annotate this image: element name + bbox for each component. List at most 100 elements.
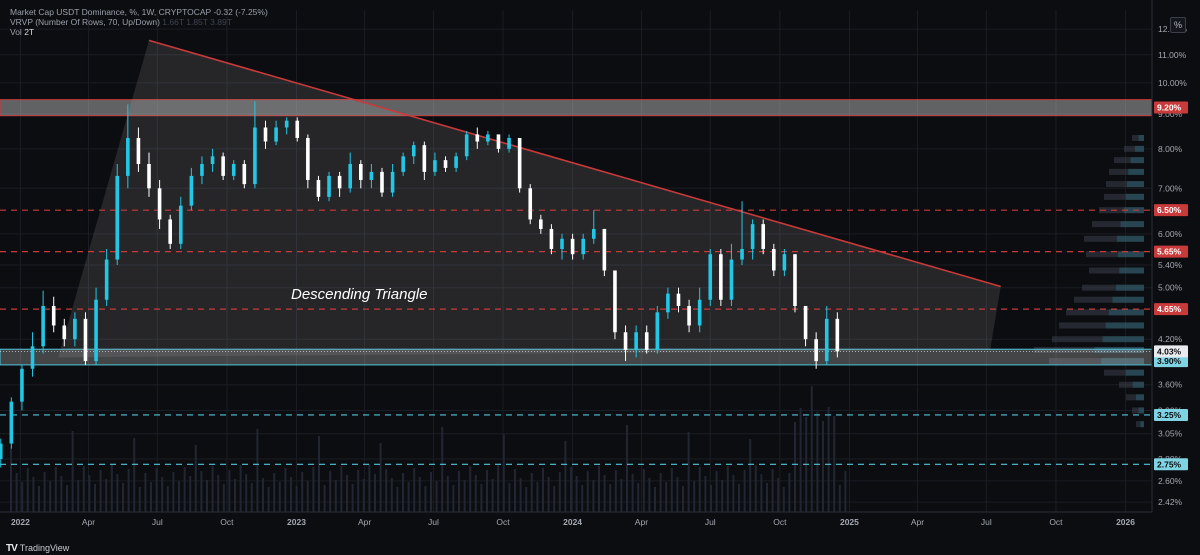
candle-down	[549, 228, 554, 249]
volume-bar	[21, 482, 24, 512]
candle-up	[708, 254, 713, 300]
volume-bar	[547, 477, 550, 512]
volume-bar	[575, 476, 578, 512]
volume-bar	[385, 469, 388, 512]
percent-scale-button[interactable]: %	[1170, 17, 1186, 33]
candle-down	[496, 134, 501, 149]
candle-down	[771, 248, 776, 271]
volume-bar	[463, 480, 466, 512]
y-tick-label: 5.40%	[1158, 260, 1183, 270]
candle-up	[433, 160, 437, 172]
tradingview-name: TradingView	[19, 543, 70, 553]
volume-bar	[245, 474, 248, 512]
volume-bar	[670, 468, 673, 512]
price-zones	[0, 99, 1153, 366]
volume-bar	[766, 483, 768, 512]
x-axis[interactable]: 2022 Apr Jul Oct 2023 Apr Jul Oct 2024 Apr Jul Oct 2…	[0, 511, 1152, 555]
volume-bar	[435, 481, 438, 512]
candle-up	[210, 156, 215, 164]
legend-volume-row[interactable]: Vol 2T	[10, 27, 268, 37]
volume-bar	[816, 412, 819, 512]
volume-bar	[346, 475, 348, 512]
candle-down	[803, 305, 808, 340]
candle-up	[231, 163, 236, 176]
candle-up	[94, 299, 98, 362]
volume-bar	[222, 484, 225, 512]
volume-bar	[290, 477, 292, 512]
candle-up	[697, 299, 702, 326]
volume-bar	[659, 473, 662, 512]
level-price-tag-bg	[1154, 204, 1188, 217]
volume-bar	[301, 472, 304, 512]
volume-bar	[262, 478, 264, 512]
volume-bar	[502, 434, 505, 512]
level-price-tag: 4.65%	[1157, 304, 1182, 314]
profile-bar	[1126, 394, 1144, 401]
volume-bar	[626, 425, 628, 512]
volume-bar	[525, 487, 528, 512]
profile-bar-up	[1116, 284, 1144, 291]
x-tick-label: Apr	[82, 517, 95, 527]
volume-bar	[413, 468, 416, 512]
volume-bar	[351, 484, 354, 512]
candle-down	[570, 238, 575, 255]
volume-bar	[581, 485, 584, 512]
volume-bar	[586, 471, 589, 512]
volume-bar	[217, 475, 220, 512]
volume-bar	[799, 408, 802, 512]
volume-bar	[312, 467, 315, 512]
profile-bar-up	[1117, 251, 1144, 258]
x-tick-label: 2025	[840, 517, 859, 527]
y-tick-label: 2.42%	[1158, 497, 1183, 507]
tradingview-brand[interactable]: TV TradingView	[6, 541, 69, 555]
level-price-tag-bg	[1154, 245, 1188, 258]
volume-bar	[782, 487, 785, 512]
profile-bar	[1119, 381, 1144, 388]
candle-down	[168, 219, 172, 244]
volume-bar	[278, 482, 281, 512]
candle-down	[719, 254, 723, 300]
y-axis[interactable]: 12.00%11.00%10.00%9.00%8.00%7.00%6.00%5.…	[1151, 0, 1200, 555]
symbol-change: -0.32 (-7.25%)	[213, 7, 268, 17]
candle-up	[464, 134, 469, 157]
candle-down	[623, 332, 628, 350]
candle-down	[443, 160, 448, 168]
vrvp-title: VRVP (Number Of Rows, 70, Up/Down)	[10, 17, 160, 27]
candle-up	[274, 127, 278, 142]
volume-bar	[77, 480, 80, 512]
volume-bar	[710, 485, 712, 512]
candle-up	[655, 312, 660, 350]
volume-bar	[43, 472, 46, 512]
profile-bar-up	[1126, 369, 1144, 376]
volume-bar	[49, 481, 52, 512]
volume-bar	[614, 470, 617, 512]
volume-bar	[284, 468, 287, 512]
candle-up	[30, 346, 35, 369]
volume-bar	[519, 478, 522, 512]
profile-bar	[1074, 296, 1144, 303]
profile-bar	[1124, 145, 1144, 152]
profile-bar-up	[1108, 309, 1144, 316]
volume-bar	[637, 483, 640, 512]
x-tick-label: 2026	[1116, 517, 1135, 527]
x-tick-label: Oct	[496, 517, 510, 527]
candle-up	[507, 137, 511, 149]
volume-bar	[340, 466, 343, 512]
volume-bar	[32, 477, 35, 512]
volume-bar	[402, 473, 404, 512]
candle-up	[200, 163, 204, 176]
candles	[0, 101, 840, 468]
candle-up	[824, 318, 829, 362]
volume-bar	[620, 479, 623, 512]
volume-bar	[452, 485, 455, 512]
legend-symbol-row[interactable]: Market Cap USDT Dominance, %, 1W, CRYPTO…	[10, 7, 268, 17]
profile-bar	[1052, 336, 1144, 343]
volume-bar	[88, 475, 91, 512]
volume-bar	[704, 476, 707, 512]
profile-bar-up	[1130, 157, 1144, 164]
volume-bar	[206, 480, 208, 512]
candle-down	[263, 127, 268, 142]
candle-up	[104, 259, 109, 300]
legend-vrvp-row[interactable]: VRVP (Number Of Rows, 70, Up/Down) 1.66T…	[10, 17, 268, 27]
